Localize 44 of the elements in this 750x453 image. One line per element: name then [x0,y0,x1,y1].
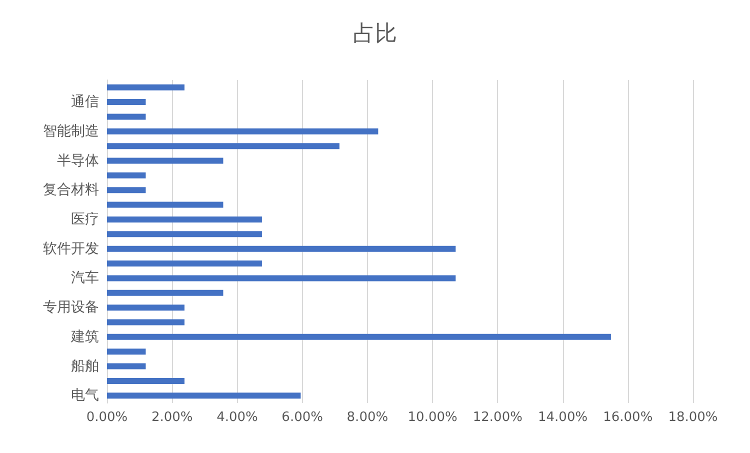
bar [107,216,262,222]
bar [107,363,146,370]
bar [107,172,146,178]
bar [107,246,456,252]
y-tick-label: 复合材料 [43,182,99,198]
bar [107,392,301,399]
x-tick-label: 12.00% [472,410,522,425]
bar [107,319,184,326]
bar [107,231,262,238]
y-tick-label: 汽车 [71,270,99,286]
y-tick-label: 专用设备 [43,300,99,316]
bar [107,260,262,267]
bar [107,187,146,194]
bar [107,114,146,120]
bar [107,84,184,90]
y-tick-label: 软件开发 [43,240,99,257]
bar [107,158,224,164]
x-tick-label: 18.00% [668,410,718,425]
bar [107,334,611,340]
x-tick-label: 0.00% [86,410,128,425]
x-tick-label: 6.00% [282,410,323,425]
bar [107,143,340,150]
y-tick-label: 电气 [71,388,99,404]
y-tick-label: 医疗 [71,211,99,228]
bar [107,378,184,384]
y-tick-label: 通信 [71,94,99,110]
bar [107,304,184,311]
x-tick-label: 14.00% [538,410,588,425]
x-tick-label: 4.00% [216,410,258,425]
chart-title: 占比 [353,22,397,46]
bar [107,99,146,106]
bar [107,348,146,355]
bar [107,290,224,296]
y-tick-label: 半导体 [57,152,99,169]
bar [107,128,378,134]
x-tick-label: 8.00% [346,410,388,425]
y-tick-label: 智能制造 [43,123,99,140]
y-tick-label: 船舶 [71,358,99,374]
x-tick-label: 10.00% [408,410,458,425]
x-tick-label: 2.00% [151,410,193,425]
bar [107,202,224,208]
x-tick-label: 16.00% [603,410,653,425]
bar [107,275,456,282]
y-tick-label: 建筑 [70,328,99,345]
